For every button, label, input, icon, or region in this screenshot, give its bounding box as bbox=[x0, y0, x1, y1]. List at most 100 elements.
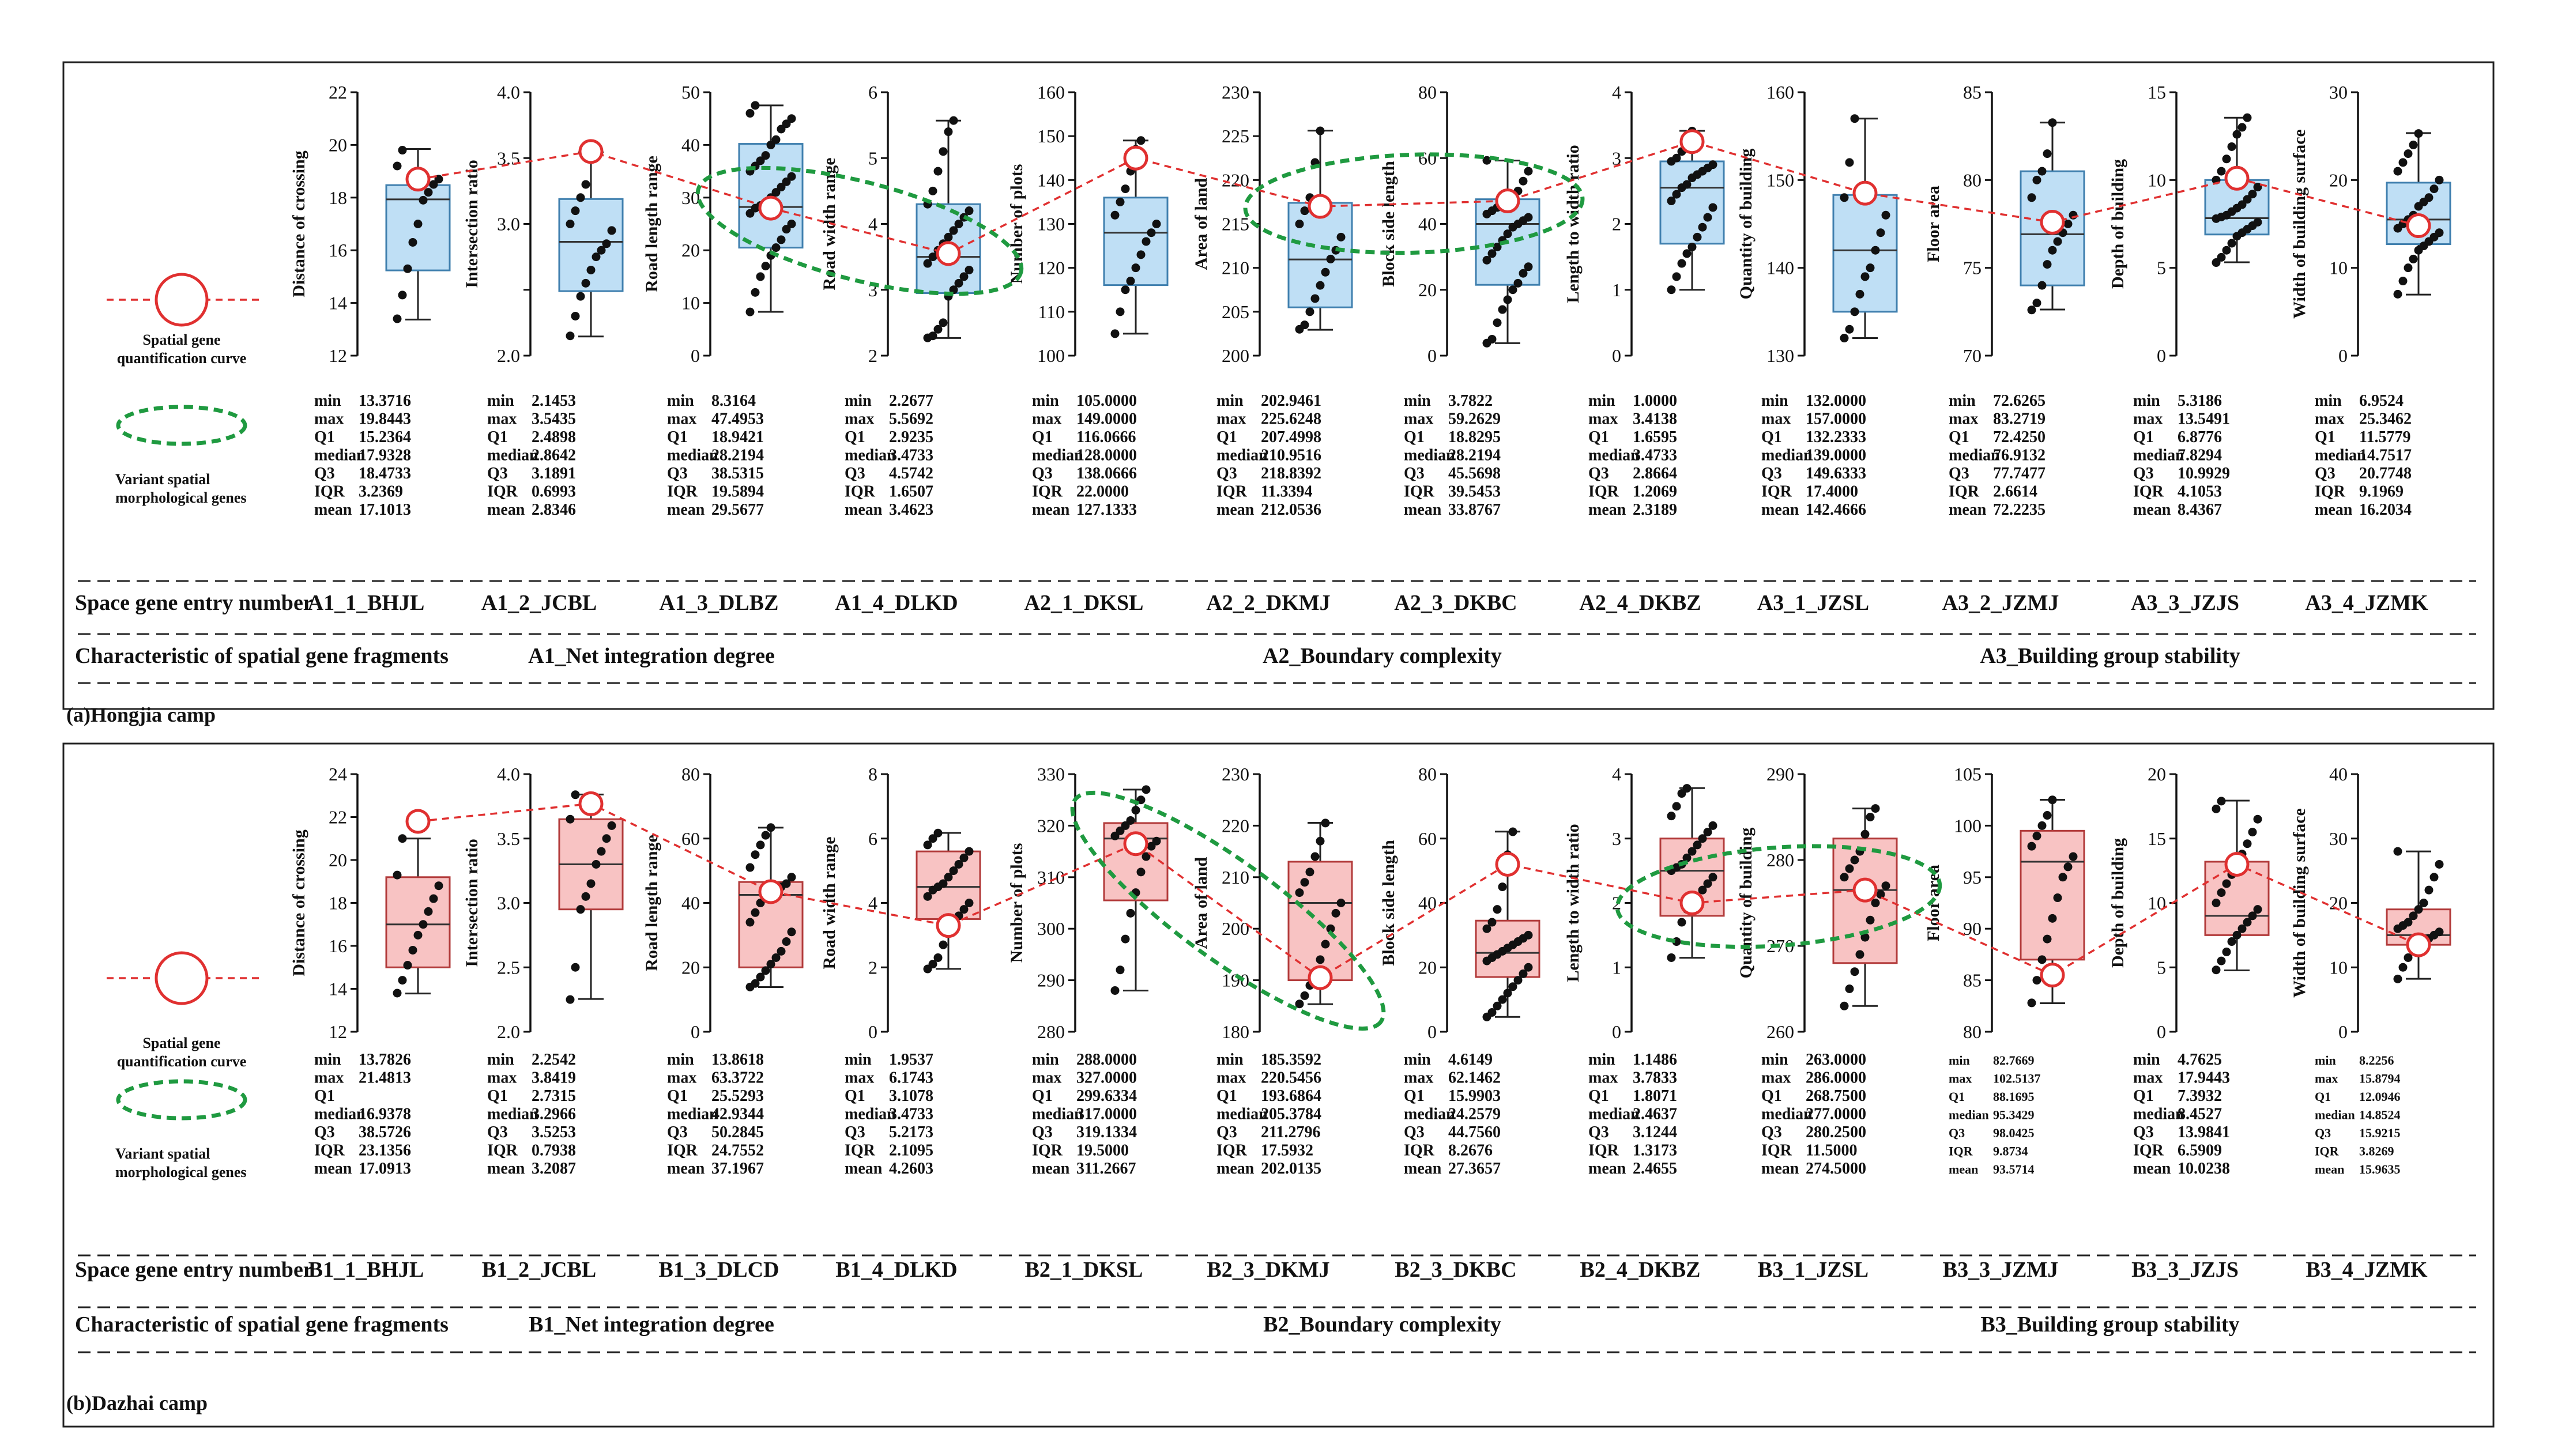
data-point bbox=[1126, 908, 1135, 918]
stat-name: Q1 bbox=[1404, 428, 1425, 446]
stat-name: IQR bbox=[1949, 483, 1980, 501]
stat-value: 77.7477 bbox=[1993, 465, 2046, 482]
stat-name: IQR bbox=[1588, 483, 1619, 501]
stat-value: 4.5742 bbox=[889, 465, 933, 482]
stat-name: max bbox=[314, 410, 344, 428]
data-point bbox=[1519, 269, 1528, 278]
data-point bbox=[1152, 836, 1161, 846]
stat-value: 5.5692 bbox=[889, 410, 933, 428]
stat-value: 1.1486 bbox=[1633, 1051, 1677, 1069]
stat-value: 317.0000 bbox=[1076, 1106, 1137, 1123]
y-axis-label: Number of plots bbox=[1007, 164, 1026, 284]
data-point bbox=[1147, 228, 1156, 237]
entry-number: B2_3_DKBC bbox=[1395, 1258, 1516, 1282]
stat-value: 18.8295 bbox=[1448, 428, 1501, 446]
y-axis-label: Quantity of building bbox=[1736, 149, 1756, 300]
data-point bbox=[2393, 167, 2402, 176]
box-plot-B2_3_DKMJ: 180 190 200 210 220 230 Area of land bbox=[1192, 764, 1353, 1042]
data-point bbox=[2398, 158, 2408, 167]
data-point bbox=[2212, 965, 2221, 975]
stat-name: Q1 bbox=[314, 428, 335, 446]
data-point bbox=[1493, 905, 1502, 914]
stat-name: IQR bbox=[1032, 1142, 1063, 1160]
data-point bbox=[413, 930, 423, 940]
stat-value: 3.5253 bbox=[532, 1123, 576, 1141]
y-tick-label: 150 bbox=[1766, 169, 1794, 190]
data-point bbox=[1131, 806, 1140, 815]
stat-value: 274.5000 bbox=[1806, 1160, 1866, 1178]
data-point bbox=[607, 226, 616, 235]
stat-name: median bbox=[1949, 447, 2000, 465]
stat-name: Q3 bbox=[314, 465, 335, 482]
data-point bbox=[1116, 965, 1125, 975]
y-tick-label: 22 bbox=[329, 82, 347, 103]
y-axis-label: Intersection ratio bbox=[462, 839, 481, 967]
stat-name: IQR bbox=[2133, 483, 2164, 501]
data-point bbox=[1136, 250, 1146, 259]
stat-value: 20.7748 bbox=[2359, 465, 2412, 482]
data-point bbox=[1321, 940, 1330, 949]
y-tick-label: 0 bbox=[2157, 1021, 2166, 1042]
stat-name: IQR bbox=[1404, 483, 1435, 501]
y-tick-label: 0 bbox=[1612, 1021, 1621, 1042]
stat-value: 207.4998 bbox=[1261, 428, 1321, 446]
data-point bbox=[1503, 295, 1512, 304]
stat-name: IQR bbox=[1949, 1144, 1973, 1159]
stat-value: 72.2235 bbox=[1993, 501, 2046, 519]
data-point bbox=[1508, 827, 1517, 836]
box-plot-B1_1_BHJL: 12 14 16 18 20 22 24 Distance of crossing bbox=[289, 764, 451, 1042]
stat-name: min bbox=[1216, 392, 1244, 410]
data-point bbox=[1672, 802, 1681, 811]
stat-name: Q3 bbox=[2315, 1126, 2331, 1140]
stat-name: max bbox=[487, 1069, 517, 1087]
group-label: A3_Building group stability bbox=[1980, 644, 2240, 668]
data-point bbox=[2414, 905, 2423, 914]
stat-value: 44.7560 bbox=[1448, 1123, 1501, 1141]
data-point bbox=[2217, 956, 2226, 965]
entry-number: A2_4_DKBZ bbox=[1579, 591, 1701, 615]
data-point bbox=[782, 119, 791, 129]
y-tick-label: 20 bbox=[2329, 169, 2348, 190]
stat-value: 24.7552 bbox=[711, 1142, 764, 1160]
stat-value: 211.2796 bbox=[1261, 1123, 1320, 1141]
stat-value: 3.4623 bbox=[889, 501, 933, 519]
data-point bbox=[1126, 816, 1135, 825]
data-point bbox=[2404, 149, 2413, 159]
box-plot-A3_1_JZSL: 130 140 150 160 Quantity of building bbox=[1736, 82, 1898, 366]
data-point bbox=[2032, 175, 2041, 184]
data-point bbox=[1698, 885, 1707, 895]
entry-number: A2_2_DKMJ bbox=[1206, 591, 1330, 615]
stat-name: Q3 bbox=[487, 1123, 508, 1141]
entry-number: B2_3_DKMJ bbox=[1207, 1258, 1329, 1282]
box-plot-B3_3_JZJS: 0 5 10 15 20 Depth of building bbox=[2108, 764, 2270, 1042]
stat-value: 76.9132 bbox=[1993, 447, 2046, 465]
data-point bbox=[2212, 899, 2221, 907]
stat-value: 13.8618 bbox=[711, 1051, 764, 1069]
stat-value: 13.9841 bbox=[2178, 1123, 2230, 1141]
curve-marker bbox=[1495, 188, 1520, 214]
data-point bbox=[1693, 840, 1702, 850]
data-point bbox=[1708, 873, 1717, 882]
box-plot-B2_3_DKBC: 0 20 40 60 80 Block side length bbox=[1379, 764, 1540, 1042]
stat-name: IQR bbox=[2315, 1144, 2340, 1159]
stat-name: median bbox=[2133, 447, 2184, 465]
stat-name: median bbox=[667, 1106, 718, 1123]
stats-table: min 13.8618 max 63.3722 Q1 25.5293median42.93… bbox=[667, 1051, 764, 1178]
y-tick-label: 330 bbox=[1037, 764, 1065, 784]
stat-value: 47.4953 bbox=[711, 410, 764, 428]
stat-value: 1.3173 bbox=[1633, 1142, 1677, 1160]
group-label: B1_Net integration degree bbox=[529, 1312, 774, 1337]
box-plot-B1_3_DLCD: 0 20 40 60 80 Road length range bbox=[642, 764, 804, 1042]
stat-value: 116.0666 bbox=[1076, 428, 1136, 446]
quantification-curve bbox=[405, 129, 2431, 266]
data-point bbox=[2243, 195, 2252, 204]
stat-value: 59.2629 bbox=[1448, 410, 1501, 428]
curve-marker bbox=[1679, 891, 1705, 915]
data-point bbox=[745, 307, 755, 316]
data-point bbox=[939, 940, 948, 949]
stat-value: 8.4527 bbox=[2178, 1106, 2222, 1123]
stat-name: mean bbox=[1761, 501, 1799, 519]
